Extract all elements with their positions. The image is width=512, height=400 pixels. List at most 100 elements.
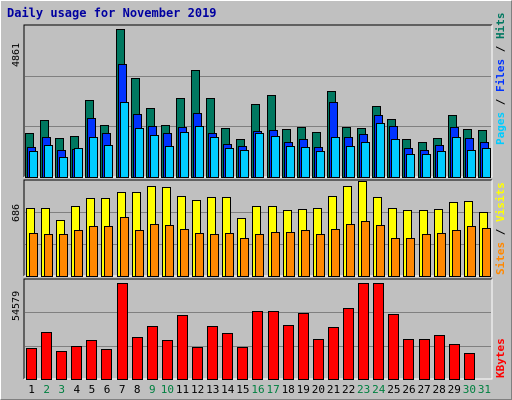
day-label-17: 17 <box>266 383 279 396</box>
bar-pages-day-1 <box>29 151 38 178</box>
panel-0-ymax-label: 4861 <box>11 43 22 67</box>
bar-pages-day-4 <box>74 148 83 178</box>
day-label-8: 8 <box>134 383 141 396</box>
bar-sites-day-28 <box>437 233 446 277</box>
bar-sites-day-8 <box>135 230 144 277</box>
bar-pages-day-7 <box>120 102 129 178</box>
chart-title: Daily usage for November 2019 <box>7 6 217 20</box>
panel-0-bevel-dark <box>23 24 492 177</box>
bar-sites-day-7 <box>120 217 129 277</box>
bar-kbytes-day-9 <box>147 326 158 380</box>
bar-kbytes-day-20 <box>313 339 324 380</box>
bar-pages-day-23 <box>361 142 370 178</box>
day-label-4: 4 <box>74 383 81 396</box>
bar-pages-day-2 <box>44 145 53 178</box>
day-label-10: 10 <box>161 383 174 396</box>
bar-sites-day-19 <box>301 230 310 277</box>
bar-kbytes-day-1 <box>26 348 37 380</box>
day-label-14: 14 <box>221 383 235 396</box>
bar-sites-day-9 <box>150 224 159 277</box>
bar-sites-day-20 <box>316 234 325 277</box>
bar-sites-day-3 <box>59 234 68 277</box>
bar-kbytes-day-4 <box>71 346 82 380</box>
day-label-2: 2 <box>43 383 50 396</box>
panel-2-legend: KBytes <box>494 338 507 378</box>
bar-sites-day-2 <box>44 234 53 277</box>
bar-pages-day-27 <box>422 154 431 178</box>
day-label-3: 3 <box>58 383 65 396</box>
day-label-26: 26 <box>402 383 415 396</box>
legend-hits: Hits <box>494 13 507 40</box>
bar-kbytes-day-21 <box>328 327 339 380</box>
bar-kbytes-day-17 <box>268 311 279 380</box>
bar-pages-day-29 <box>452 137 461 178</box>
bar-pages-day-18 <box>286 146 295 178</box>
panel-0-legend: Pages / Files / Hits <box>494 13 507 146</box>
bar-sites-day-21 <box>331 229 340 277</box>
bar-sites-day-17 <box>271 232 280 277</box>
bar-pages-day-22 <box>346 146 355 178</box>
bar-sites-day-23 <box>361 221 370 277</box>
bar-pages-day-3 <box>59 157 68 178</box>
bar-sites-day-16 <box>255 234 264 277</box>
bar-pages-day-25 <box>391 139 400 178</box>
bar-pages-day-30 <box>467 150 476 178</box>
legend-files: Files <box>494 59 507 92</box>
bar-kbytes-day-8 <box>132 337 143 380</box>
day-label-23: 23 <box>357 383 370 396</box>
day-label-30: 30 <box>463 383 476 396</box>
bar-kbytes-day-5 <box>86 340 97 380</box>
bar-kbytes-day-14 <box>222 333 233 380</box>
bar-pages-day-9 <box>150 135 159 178</box>
bar-kbytes-day-10 <box>162 340 173 380</box>
bar-sites-day-25 <box>391 238 400 277</box>
bar-pages-day-31 <box>482 148 491 178</box>
bar-pages-day-5 <box>89 137 98 178</box>
bar-kbytes-day-24 <box>373 283 384 380</box>
panel-1-legend: Sites / Visits <box>494 182 507 275</box>
bar-kbytes-day-6 <box>101 349 112 380</box>
bar-sites-day-31 <box>482 228 491 277</box>
day-label-7: 7 <box>119 383 126 396</box>
bar-pages-day-15 <box>240 150 249 178</box>
bar-pages-day-17 <box>271 136 280 178</box>
bar-kbytes-day-15 <box>237 347 248 380</box>
bar-sites-day-13 <box>210 234 219 277</box>
bar-pages-day-10 <box>165 146 174 178</box>
day-label-27: 27 <box>417 383 430 396</box>
bar-pages-day-11 <box>180 132 189 178</box>
bar-pages-day-8 <box>135 128 144 178</box>
panel-1-ymax-label: 686 <box>11 204 22 222</box>
day-label-1: 1 <box>28 383 35 396</box>
bar-sites-day-27 <box>422 234 431 277</box>
panel-2-bevel-dark <box>23 278 492 379</box>
bar-kbytes-day-12 <box>192 347 203 380</box>
bar-kbytes-day-22 <box>343 308 354 380</box>
bar-kbytes-day-30 <box>464 353 475 380</box>
bar-kbytes-day-25 <box>388 314 399 380</box>
day-label-15: 15 <box>236 383 249 396</box>
bar-sites-day-6 <box>104 226 113 277</box>
bar-sites-day-4 <box>74 230 83 277</box>
day-label-24: 24 <box>372 383 386 396</box>
bar-kbytes-day-23 <box>358 283 369 380</box>
legend-pages: Pages <box>494 112 507 145</box>
bar-sites-day-22 <box>346 224 355 277</box>
day-labels: 1 2 3 4 5 6 7 8 9 10 11 12 13 14 15 16 17 18 19 20 21 22 23 24 2… <box>28 383 491 396</box>
bar-kbytes-day-11 <box>177 315 188 380</box>
bar-pages-day-12 <box>195 126 204 178</box>
legend-separator: / <box>494 39 507 59</box>
day-label-9: 9 <box>149 383 156 396</box>
bar-pages-day-21 <box>331 137 340 178</box>
day-label-11: 11 <box>176 383 189 396</box>
day-label-31: 31 <box>478 383 491 396</box>
legend-visits: Visits <box>494 182 507 222</box>
day-label-21: 21 <box>327 383 340 396</box>
bar-sites-day-14 <box>225 233 234 277</box>
day-label-19: 19 <box>297 383 310 396</box>
bar-kbytes-day-2 <box>41 332 52 380</box>
bar-pages-day-26 <box>406 154 415 178</box>
chart-bars <box>25 29 491 380</box>
day-label-20: 20 <box>312 383 325 396</box>
bar-sites-day-29 <box>452 230 461 277</box>
